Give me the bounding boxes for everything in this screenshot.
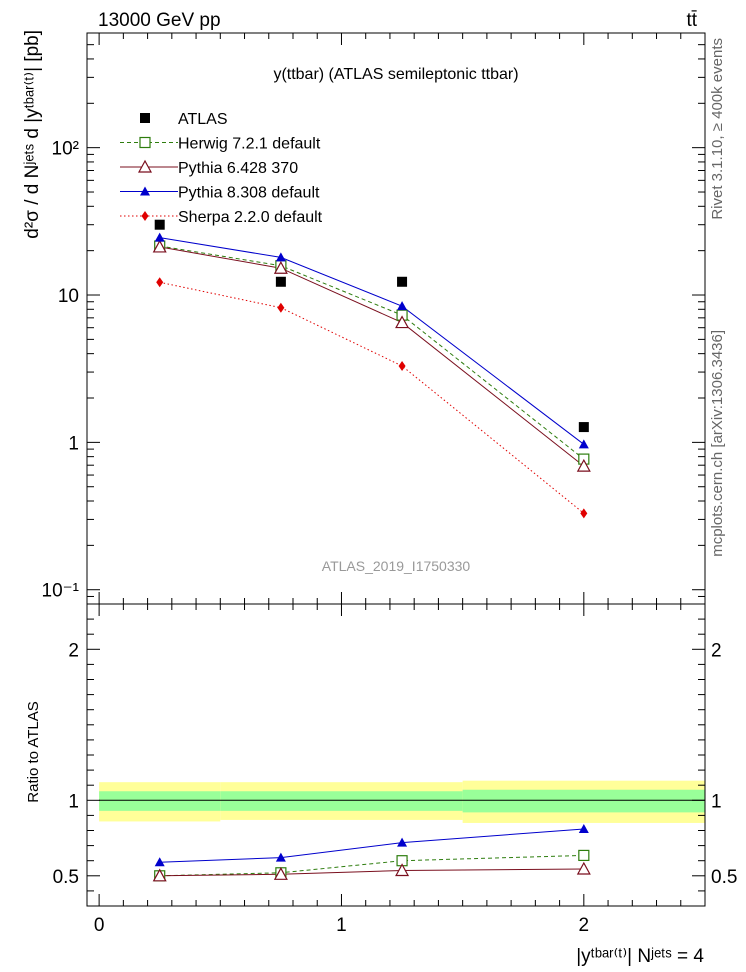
main-data-point-4-1 xyxy=(277,302,285,313)
ratio-band-inner-2 xyxy=(462,789,705,813)
legend-label-3: Pythia 8.308 default xyxy=(178,185,320,202)
ratio-data-point-1-1 xyxy=(273,867,288,880)
legend: ATLAS Herwig 7.2.1 default Pythia 6.428 37… xyxy=(120,111,323,226)
rivet-label: Rivet 3.1.10, ≥ 400k events xyxy=(709,38,726,220)
ratio-band-inner-1 xyxy=(220,791,463,811)
watermark: ATLAS_2019_I1750330 xyxy=(322,558,471,574)
ratio-ytick-label-right-0: 0.5 xyxy=(711,867,737,888)
main-data-point-2-0 xyxy=(152,239,167,253)
main-data-point-2-3 xyxy=(576,458,591,472)
ratio-data-point-2-1 xyxy=(275,852,286,862)
ratio-ytick-label-2: 2 xyxy=(68,640,79,661)
main-data-point-3-2 xyxy=(397,301,408,311)
energy-label: 13000 GeV pp xyxy=(98,10,221,31)
source-label: mcplots.cern.ch [arXiv:1306.3436] xyxy=(709,330,726,557)
main-ytick-label-2: 10 xyxy=(58,286,79,307)
main-ytick-label-0: 10⁻¹ xyxy=(42,581,80,602)
main-series-line-3 xyxy=(159,237,585,445)
main-data-point-2-1 xyxy=(273,260,288,274)
main-series-line-1 xyxy=(159,245,585,460)
legend-marker-2 xyxy=(137,159,153,173)
ratio-data-point-2-3 xyxy=(578,823,589,833)
ratio-series-line-1 xyxy=(159,868,584,877)
legend-marker-1 xyxy=(139,136,151,149)
main-series-line-2 xyxy=(159,246,585,467)
main-panel: 10⁻¹ 1 10 10² y(ttbar) (ATLAS semileptonic … xyxy=(22,30,706,605)
legend-label-0: ATLAS xyxy=(178,111,228,128)
main-data-point-0-1 xyxy=(275,276,286,287)
main-data-point-0-0 xyxy=(154,219,165,230)
main-data-point-4-0 xyxy=(156,277,164,288)
legend-marker-3 xyxy=(140,186,150,196)
main-series-line-4 xyxy=(159,281,585,514)
ratio-data-point-1-0 xyxy=(152,868,167,882)
ratio-xtick-label-2: 2 xyxy=(579,915,590,936)
x-axis-label: |yᵗᵇᵃʳ⁽ᵗ⁾| Nʲᵉᵗˢ = 4 xyxy=(576,946,704,967)
ratio-frame xyxy=(86,603,706,907)
main-title: y(ttbar) (ATLAS semileptonic ttbar) xyxy=(273,66,518,83)
main-ytick-label-3: 10² xyxy=(52,139,79,160)
ratio-panel: 0.5 0.5 1 1 2 2 0 1 2 Ratio to ATLAS |yᵗᵇᵃʳ⁽ᵗ⁾| … xyxy=(25,604,737,967)
legend-label-4: Sherpa 2.2.0 default xyxy=(178,209,323,226)
legend-marker-4 xyxy=(141,211,149,221)
main-data-point-0-2 xyxy=(397,276,408,287)
ratio-xtick-label-1: 1 xyxy=(336,915,347,936)
ratio-data-point-2-2 xyxy=(397,837,408,847)
ratio-data-point-0-3 xyxy=(578,849,590,862)
main-data-point-2-2 xyxy=(395,315,410,329)
ratio-ytick-label-1: 1 xyxy=(68,791,79,812)
main-data-point-0-3 xyxy=(578,422,589,433)
ratio-xtick-label-0: 0 xyxy=(94,915,105,936)
ratio-series-line-2 xyxy=(159,828,584,863)
process-label: tt̄ xyxy=(686,10,697,31)
ratio-ytick-label-right-1: 1 xyxy=(711,791,722,812)
ratio-data-point-2-0 xyxy=(154,857,165,867)
ratio-ytick-label-0: 0.5 xyxy=(53,867,79,888)
legend-label-1: Herwig 7.2.1 default xyxy=(178,136,321,153)
main-ytick-label-1: 1 xyxy=(68,433,79,454)
main-y-axis-label: d²σ / d Nʲᵉᵗˢ d |yᵗᵇᵃʳ⁽ᵗ⁾| [pb] xyxy=(22,30,43,239)
legend-marker-0 xyxy=(140,113,150,123)
ratio-data-point-1-3 xyxy=(576,861,591,875)
ratio-series-line-0 xyxy=(159,854,584,877)
legend-label-2: Pythia 6.428 370 xyxy=(178,160,298,177)
ratio-data-point-1-2 xyxy=(395,863,410,877)
main-data-point-4-3 xyxy=(580,508,588,519)
ratio-ytick-label-right-2: 2 xyxy=(711,640,722,661)
main-data-point-4-2 xyxy=(398,360,406,371)
ratio-y-axis-label: Ratio to ATLAS xyxy=(25,701,42,802)
main-data-point-3-1 xyxy=(275,252,286,262)
main-data-point-3-3 xyxy=(578,439,589,449)
main-data-point-3-0 xyxy=(154,232,165,242)
ratio-band-inner-0 xyxy=(99,791,221,811)
